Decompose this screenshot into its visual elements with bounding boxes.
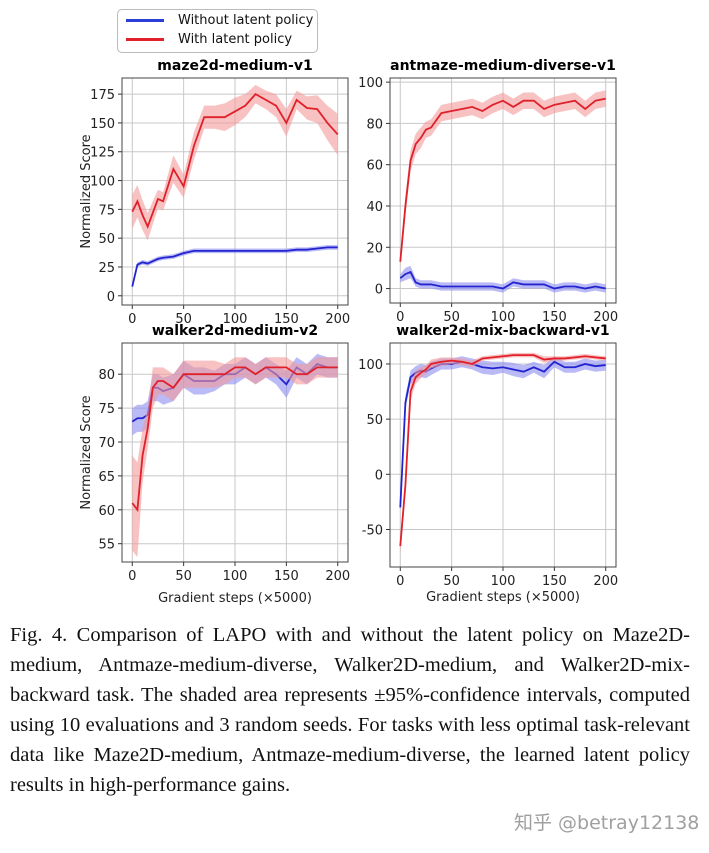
- legend: Without latent policy With latent policy: [117, 9, 318, 53]
- y-tick-label: 80: [98, 368, 115, 383]
- y-tick-label: 0: [107, 290, 115, 305]
- chart-grid: 0 50 100 150 2000255075100125150175maze2d-me…: [79, 58, 618, 606]
- subplot-1: 0 50 100 150 200 0 25 50 75 100 125 150 175 maze2d-me…: [79, 58, 350, 327]
- y-tick-label: 125: [90, 146, 115, 161]
- x-tick-label: 200: [593, 574, 618, 589]
- with-latent-line: [399, 354, 606, 547]
- y-tick-label: 175: [90, 88, 115, 103]
- x-tick-label: 150: [542, 310, 567, 325]
- x-tick-label: 0: [396, 310, 404, 325]
- watermark: 知乎 @betray12138: [510, 808, 704, 835]
- with-latent-line: [131, 92, 339, 230]
- subplot-title: antmaze-medium-diverse-v1: [390, 58, 616, 74]
- y-tick-label: 100: [90, 175, 115, 190]
- x-axis-label: Gradient steps (×5000): [158, 591, 312, 606]
- y-tick-label: 60: [366, 159, 383, 174]
- subplot-2: 0 50 100 150 200 0 20 40 60 80 100 antmaze-medium-d…: [358, 58, 618, 325]
- legend-label-without: Without latent policy: [178, 13, 314, 28]
- plot-frame: [121, 342, 349, 563]
- y-tick-label: 40: [366, 200, 383, 215]
- y-tick-label: 50: [98, 232, 115, 247]
- legend-swatch-without: [126, 19, 164, 22]
- y-tick-label: 0: [375, 283, 383, 298]
- x-tick-label: 0: [128, 569, 136, 584]
- x-tick-label: 0: [128, 312, 136, 327]
- x-tick-label: 50: [175, 569, 192, 584]
- y-axis-label: Normalized Score: [79, 395, 94, 509]
- without-latent-line: [131, 246, 338, 287]
- y-tick-label: -50: [362, 523, 383, 538]
- y-axis-label: Normalized Score: [79, 134, 94, 248]
- y-tick-label: 100: [358, 358, 383, 373]
- figure-caption: Fig. 4. Comparison of LAPO with and with…: [10, 624, 690, 796]
- legend-item-without: Without latent policy: [126, 13, 313, 28]
- x-tick-label: 100: [223, 569, 248, 584]
- y-tick-label: 80: [366, 117, 383, 132]
- x-tick-label: 0: [396, 574, 404, 589]
- x-tick-label: 50: [443, 574, 460, 589]
- x-tick-label: 200: [325, 312, 350, 327]
- subplot-title: walker2d-mix-backward-v1: [396, 323, 609, 339]
- x-tick-label: 100: [491, 574, 516, 589]
- plot-frame: [389, 77, 617, 304]
- x-tick-label: 100: [223, 312, 248, 327]
- y-tick-label: 65: [98, 470, 115, 485]
- y-tick-label: 150: [90, 117, 115, 132]
- x-tick-label: 200: [325, 569, 350, 584]
- y-tick-label: 25: [98, 261, 115, 276]
- x-tick-label: 100: [491, 310, 516, 325]
- x-tick-label: 50: [443, 310, 460, 325]
- subplot-title: maze2d-medium-v1: [157, 58, 312, 74]
- x-tick-label: 150: [274, 569, 299, 584]
- with-latent-ci-band: [132, 357, 338, 558]
- without-latent-ci-band: [132, 245, 338, 289]
- x-axis-label: Gradient steps (×5000): [426, 590, 580, 605]
- without-latent-line: [399, 270, 606, 290]
- subplot-title: walker2d-medium-v2: [152, 323, 318, 339]
- y-tick-label: 55: [98, 538, 115, 553]
- x-tick-label: 200: [593, 310, 618, 325]
- legend-swatch-with: [126, 38, 164, 41]
- subplot-4: 0 50 100 150 200 -50 0 50 100 walker2d-mix-backwa…: [358, 323, 618, 605]
- legend-label-with: With latent policy: [178, 32, 293, 47]
- y-tick-label: 70: [98, 436, 115, 451]
- y-tick-label: 100: [358, 76, 383, 91]
- y-tick-label: 75: [98, 203, 115, 218]
- with-latent-line: [399, 97, 606, 262]
- plot-frame: [121, 77, 349, 306]
- subplot-3: 0 50 100 150 200 55 60 65 70 75 80 walker2d-medium-…: [79, 323, 350, 606]
- y-tick-label: 0: [375, 468, 383, 483]
- y-tick-label: 75: [98, 402, 115, 417]
- y-tick-label: 50: [366, 413, 383, 428]
- with-latent-line: [131, 366, 338, 513]
- plot-frame: [389, 342, 617, 568]
- legend-item-with: With latent policy: [126, 32, 292, 47]
- y-tick-label: 20: [366, 241, 383, 256]
- y-tick-label: 60: [98, 504, 115, 519]
- x-tick-label: 150: [542, 574, 567, 589]
- x-tick-label: 150: [274, 312, 299, 327]
- x-tick-label: 50: [175, 312, 192, 327]
